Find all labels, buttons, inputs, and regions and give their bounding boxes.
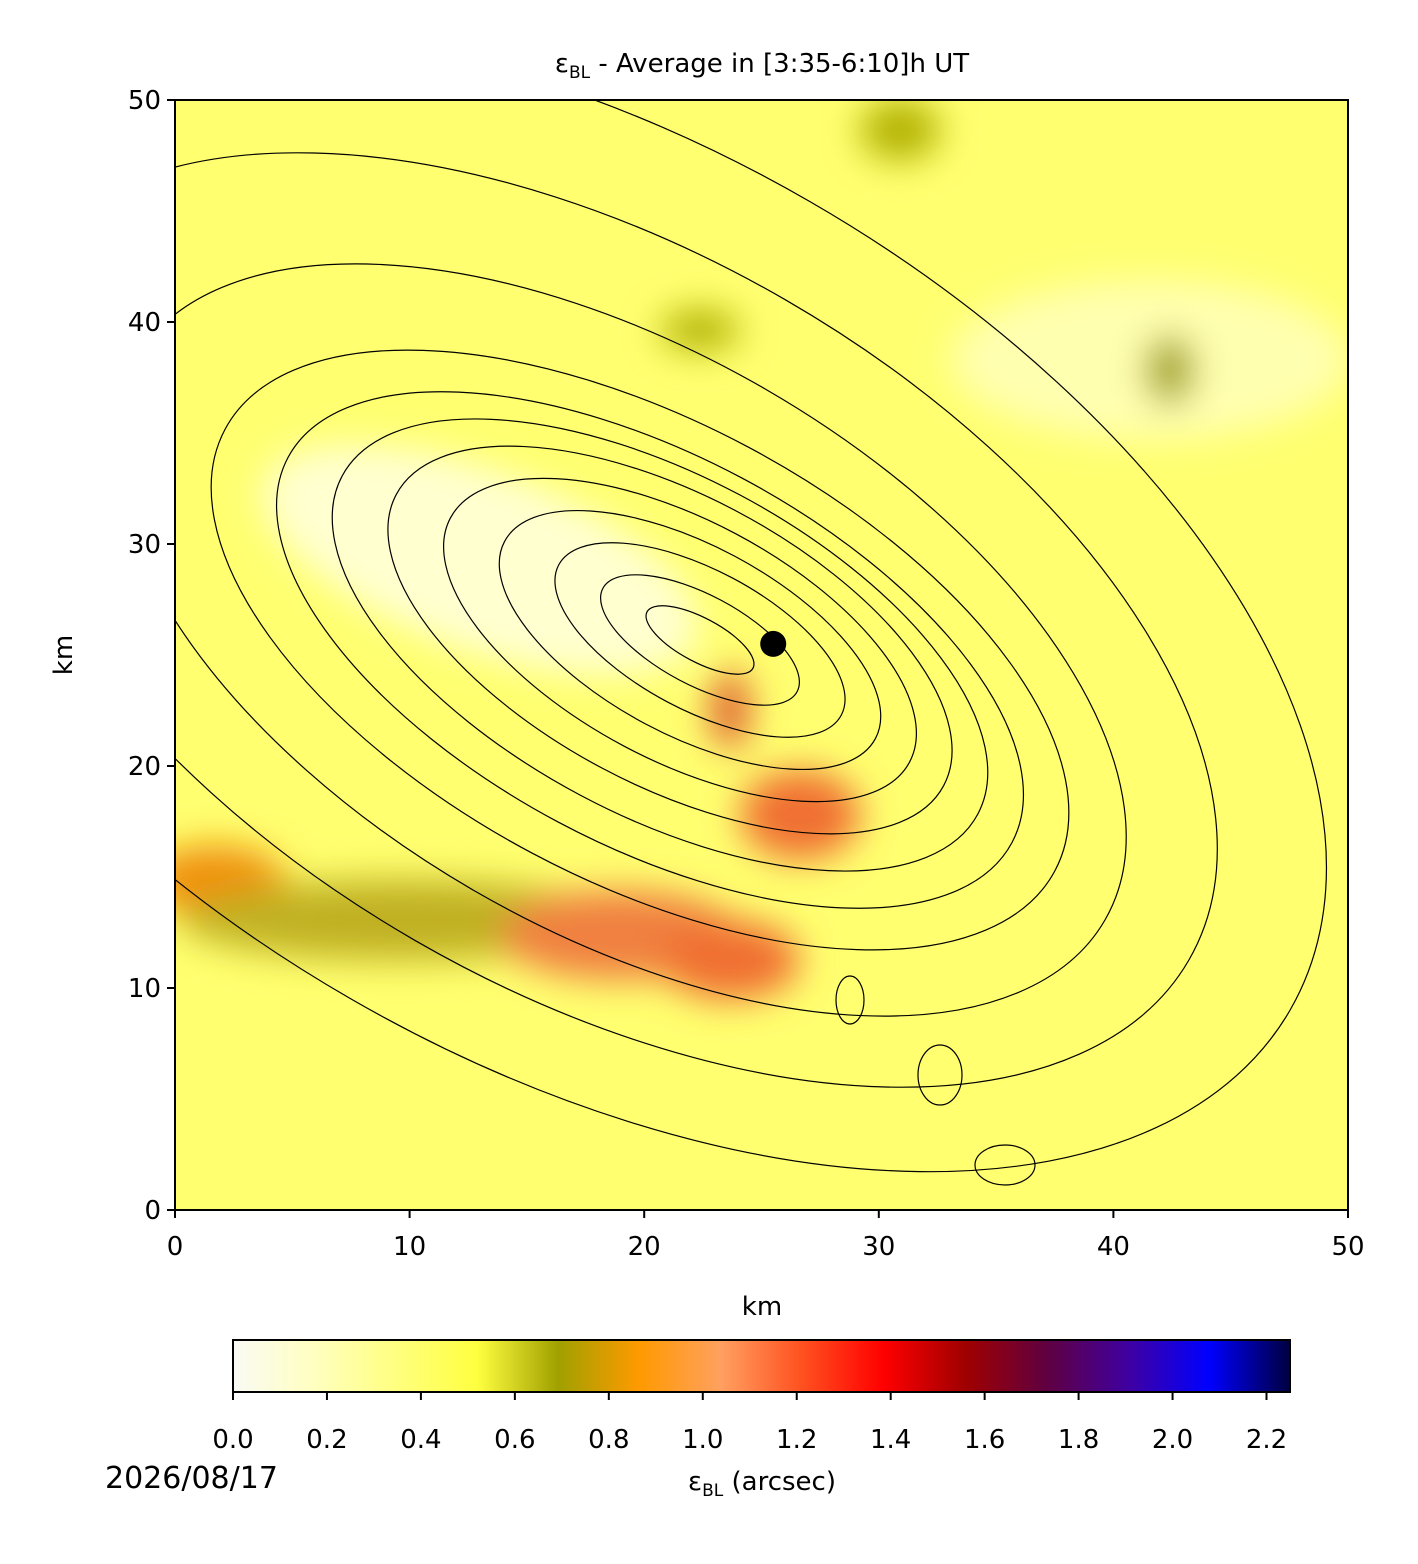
y-tick-label: 30 xyxy=(128,530,161,560)
colorbar xyxy=(232,1339,1291,1393)
x-axis-label: km xyxy=(742,1292,782,1322)
colorbar-tick-label: 0.0 xyxy=(212,1425,253,1455)
plot-frame xyxy=(174,99,1349,1211)
field xyxy=(175,100,1348,1210)
colorbar-tick-label: 0.8 xyxy=(588,1425,629,1455)
colorbar-tick-label: 1.2 xyxy=(776,1425,817,1455)
chart-title: εBL - Average in [3:35-6:10]h UT xyxy=(555,49,969,83)
y-tick-label: 10 xyxy=(128,974,161,1004)
y-tick-label: 0 xyxy=(144,1196,161,1226)
colorbar-tick-label: 0.2 xyxy=(306,1425,347,1455)
colorbar-tick-label: 0.6 xyxy=(494,1425,535,1455)
colorbar-tick-label: 0.4 xyxy=(400,1425,441,1455)
y-tick-label: 40 xyxy=(128,308,161,338)
colorbar-tick-label: 1.6 xyxy=(964,1425,1005,1455)
x-tick-label: 50 xyxy=(1331,1232,1364,1262)
site-marker xyxy=(760,630,787,657)
colorbar-tick-label: 1.8 xyxy=(1058,1425,1099,1455)
colorbar-tick-label: 1.4 xyxy=(870,1425,911,1455)
x-tick-label: 0 xyxy=(167,1232,184,1262)
y-tick-label: 50 xyxy=(128,86,161,116)
x-tick-label: 40 xyxy=(1097,1232,1130,1262)
y-tick-label: 20 xyxy=(128,752,161,782)
x-tick-label: 10 xyxy=(393,1232,426,1262)
colorbar-tick-label: 1.0 xyxy=(682,1425,723,1455)
x-tick-label: 20 xyxy=(628,1232,661,1262)
date-label: 2026/08/17 xyxy=(105,1461,278,1496)
y-axis-label: km xyxy=(49,635,79,675)
x-tick-label: 30 xyxy=(862,1232,895,1262)
colorbar-tick-label: 2.0 xyxy=(1152,1425,1193,1455)
colorbar-label: εBL (arcsec) xyxy=(688,1467,836,1501)
colorbar-tick-label: 2.2 xyxy=(1246,1425,1287,1455)
